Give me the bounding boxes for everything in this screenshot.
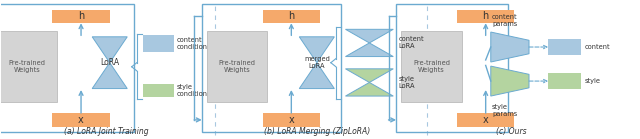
Text: content
condition: content condition: [177, 37, 208, 50]
Text: Pre-trained
Weights: Pre-trained Weights: [413, 60, 450, 73]
Text: h: h: [78, 11, 84, 21]
Polygon shape: [491, 32, 529, 62]
Bar: [52, 113, 109, 127]
Polygon shape: [300, 63, 334, 89]
Text: style
params: style params: [492, 104, 517, 117]
Text: content
LoRA: content LoRA: [398, 36, 424, 49]
Polygon shape: [346, 82, 394, 96]
Text: Pre-trained
Weights: Pre-trained Weights: [8, 60, 45, 73]
Polygon shape: [300, 37, 334, 63]
Text: merged
LoRA: merged LoRA: [304, 56, 330, 69]
Text: x: x: [78, 115, 84, 125]
Bar: [143, 35, 173, 52]
Bar: [457, 113, 515, 127]
Bar: [202, 4, 340, 132]
Polygon shape: [92, 63, 127, 89]
Bar: [401, 31, 462, 102]
Polygon shape: [491, 66, 529, 96]
Bar: [52, 10, 109, 23]
Text: x: x: [289, 115, 294, 125]
Polygon shape: [346, 29, 394, 43]
Text: style
LoRA: style LoRA: [398, 76, 415, 89]
Polygon shape: [92, 37, 127, 63]
Text: x: x: [483, 115, 488, 125]
Text: (c) Ours: (c) Ours: [496, 127, 527, 136]
Polygon shape: [346, 69, 394, 82]
Bar: [207, 31, 268, 102]
Bar: [143, 84, 173, 97]
Bar: [457, 10, 515, 23]
Bar: [396, 4, 508, 132]
Text: style
condition: style condition: [177, 84, 208, 97]
Bar: [262, 10, 320, 23]
Text: content: content: [584, 44, 610, 50]
Text: content
params: content params: [492, 14, 518, 27]
Text: h: h: [483, 11, 489, 21]
Text: (a) LoRA Joint Training: (a) LoRA Joint Training: [64, 127, 149, 136]
Text: LoRA: LoRA: [100, 58, 119, 67]
Text: Pre-trained
Weights: Pre-trained Weights: [219, 60, 255, 73]
Bar: [0, 4, 134, 132]
Bar: [548, 73, 581, 89]
Text: h: h: [288, 11, 294, 21]
Polygon shape: [346, 43, 394, 57]
Bar: [262, 113, 320, 127]
Bar: [0, 31, 57, 102]
Text: style: style: [584, 78, 600, 84]
Bar: [548, 39, 581, 55]
Text: (b) LoRA Merging (ZipLoRA): (b) LoRA Merging (ZipLoRA): [264, 127, 370, 136]
